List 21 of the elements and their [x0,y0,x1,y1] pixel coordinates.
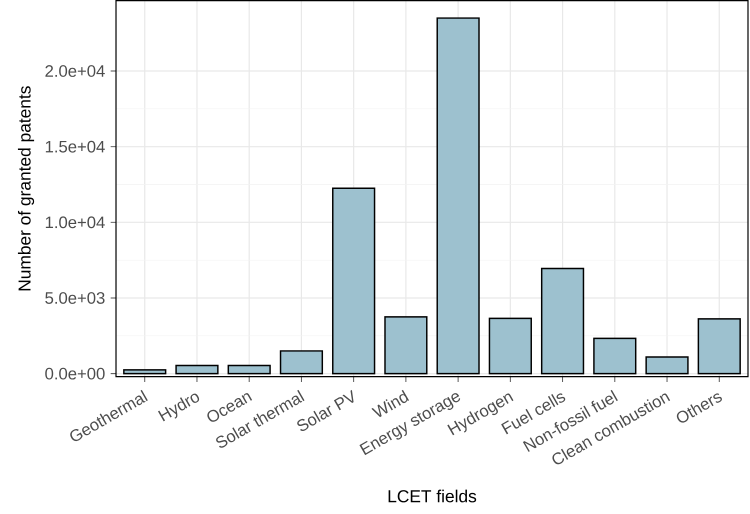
y-axis-title: Number of granted patents [18,86,34,290]
bar [123,369,166,374]
y-tick-label: 0.0e+00 [45,368,105,380]
bar [698,318,741,374]
bar [332,188,376,374]
y-tick-label: 1.5e+04 [46,140,105,153]
x-tick-label: Wind [371,390,410,418]
bar [384,316,428,374]
y-tick-label: 1.0e+04 [46,216,105,228]
bar [593,338,636,374]
y-tick-label: 5.0e+03 [45,292,105,304]
bar [645,356,689,374]
x-tick-label: Hydro [158,394,200,422]
bar [280,350,324,374]
bar [175,364,219,374]
x-axis-title: LCET fields [388,490,476,502]
y-tick-label: 2.0e+04 [45,65,105,77]
bar [540,268,584,374]
bar [228,364,271,374]
bar [488,318,532,374]
bar [436,17,480,374]
